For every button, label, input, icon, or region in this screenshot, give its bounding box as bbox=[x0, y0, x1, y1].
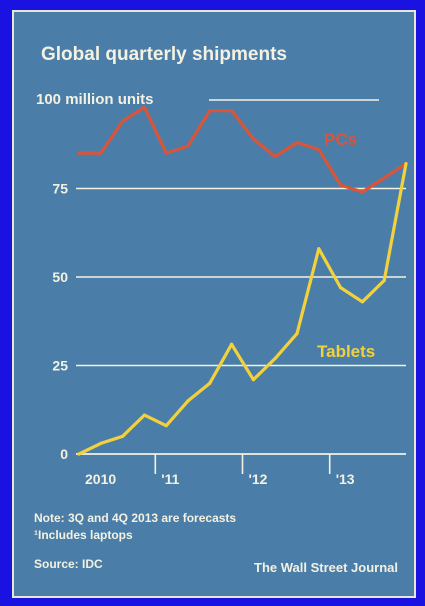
data-point bbox=[382, 176, 386, 180]
data-point bbox=[99, 441, 103, 445]
series-line-pcs bbox=[77, 105, 408, 194]
laptops-footnote: ¹Includes laptops bbox=[34, 528, 133, 542]
data-point bbox=[295, 332, 299, 336]
data-point bbox=[121, 119, 125, 123]
chart-panel: Global quarterly shipments 100 million u… bbox=[12, 10, 416, 598]
line-chart: Global quarterly shipments 100 million u… bbox=[34, 44, 408, 575]
data-point bbox=[251, 378, 255, 382]
y-tick-label: 75 bbox=[52, 181, 68, 197]
data-point bbox=[230, 342, 234, 346]
data-point bbox=[317, 147, 321, 152]
data-point bbox=[295, 140, 299, 145]
data-point bbox=[142, 413, 146, 417]
data-point bbox=[186, 144, 190, 148]
data-point bbox=[273, 155, 277, 159]
data-point bbox=[251, 137, 255, 141]
series-line-tablets bbox=[77, 162, 408, 456]
x-tick-label: '11 bbox=[161, 471, 179, 487]
series-lines bbox=[77, 105, 408, 456]
data-point bbox=[273, 356, 277, 361]
data-point bbox=[360, 300, 364, 304]
data-point bbox=[360, 190, 364, 194]
data-point bbox=[186, 399, 190, 403]
y-tick-label: 25 bbox=[52, 358, 68, 374]
series-labels: PCs Tablets bbox=[317, 130, 375, 361]
chart-title: Global quarterly shipments bbox=[41, 44, 287, 65]
data-point bbox=[208, 381, 212, 385]
data-point bbox=[208, 109, 212, 113]
source-label: Source: IDC bbox=[34, 557, 103, 571]
data-point bbox=[317, 247, 321, 251]
data-point bbox=[77, 452, 81, 456]
data-point bbox=[230, 109, 234, 113]
y-tick-label: 50 bbox=[52, 269, 68, 285]
data-point bbox=[404, 162, 408, 166]
data-point bbox=[121, 434, 125, 438]
data-point bbox=[164, 424, 168, 428]
x-tick-label: '12 bbox=[249, 471, 268, 487]
data-point bbox=[339, 183, 343, 187]
x-tick-label: '13 bbox=[336, 471, 355, 487]
data-point bbox=[142, 105, 146, 109]
data-point bbox=[339, 286, 343, 290]
y-tick-label: 0 bbox=[60, 446, 68, 462]
series-label: PCs bbox=[324, 130, 357, 149]
data-point bbox=[164, 151, 168, 155]
data-point bbox=[382, 278, 386, 283]
y-tick-labels: 0 25 50 75 bbox=[52, 181, 68, 463]
series-label: Tablets bbox=[317, 342, 375, 361]
x-axis: 2010 '11 '12 '13 bbox=[76, 453, 406, 487]
publisher-credit: The Wall Street Journal bbox=[254, 560, 398, 575]
y-axis-label: 100 million units bbox=[36, 91, 154, 108]
x-tick-label: 2010 bbox=[85, 471, 116, 487]
data-point bbox=[77, 151, 81, 155]
data-point bbox=[99, 151, 103, 155]
forecast-note: Note: 3Q and 4Q 2013 are forecasts bbox=[34, 511, 236, 525]
